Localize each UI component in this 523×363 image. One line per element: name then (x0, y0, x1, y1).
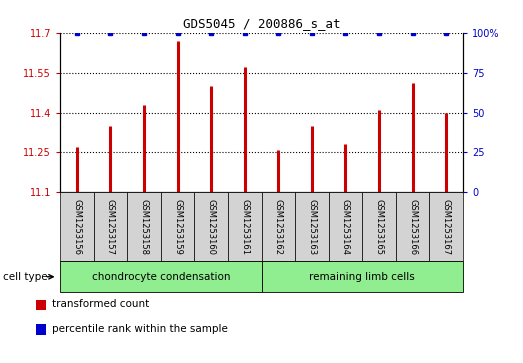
Bar (328, 192, 362, 261)
Text: GSM1253159: GSM1253159 (173, 199, 182, 255)
Text: GSM1253162: GSM1253162 (274, 199, 283, 255)
Bar (60, 261, 262, 292)
Bar (396, 192, 429, 261)
Text: GSM1253163: GSM1253163 (308, 199, 316, 255)
Bar (161, 192, 195, 261)
Text: percentile rank within the sample: percentile rank within the sample (52, 324, 228, 334)
Text: GSM1253165: GSM1253165 (374, 199, 383, 255)
Text: GSM1253166: GSM1253166 (408, 199, 417, 255)
Text: GSM1253160: GSM1253160 (207, 199, 215, 255)
Bar (262, 192, 295, 261)
Bar (94, 192, 127, 261)
Text: GSM1253161: GSM1253161 (240, 199, 249, 255)
Text: GSM1253157: GSM1253157 (106, 199, 115, 255)
Text: cell type: cell type (3, 272, 47, 282)
Bar (36, 324, 46, 335)
Text: remaining limb cells: remaining limb cells (309, 272, 415, 282)
Bar (195, 192, 228, 261)
Text: GSM1253156: GSM1253156 (72, 199, 82, 255)
Text: GSM1253158: GSM1253158 (140, 199, 149, 255)
Bar (362, 192, 396, 261)
Bar (228, 192, 262, 261)
Bar (60, 192, 94, 261)
Bar (262, 261, 463, 292)
Bar (295, 192, 328, 261)
Text: transformed count: transformed count (52, 299, 149, 309)
Text: chondrocyte condensation: chondrocyte condensation (92, 272, 230, 282)
Bar (429, 192, 463, 261)
Text: GSM1253167: GSM1253167 (441, 199, 451, 255)
Bar (36, 299, 46, 310)
Bar (127, 192, 161, 261)
Text: GSM1253164: GSM1253164 (341, 199, 350, 255)
Title: GDS5045 / 200886_s_at: GDS5045 / 200886_s_at (183, 17, 340, 30)
